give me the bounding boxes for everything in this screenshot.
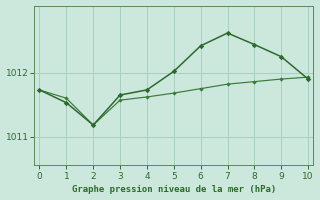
X-axis label: Graphe pression niveau de la mer (hPa): Graphe pression niveau de la mer (hPa): [72, 185, 276, 194]
